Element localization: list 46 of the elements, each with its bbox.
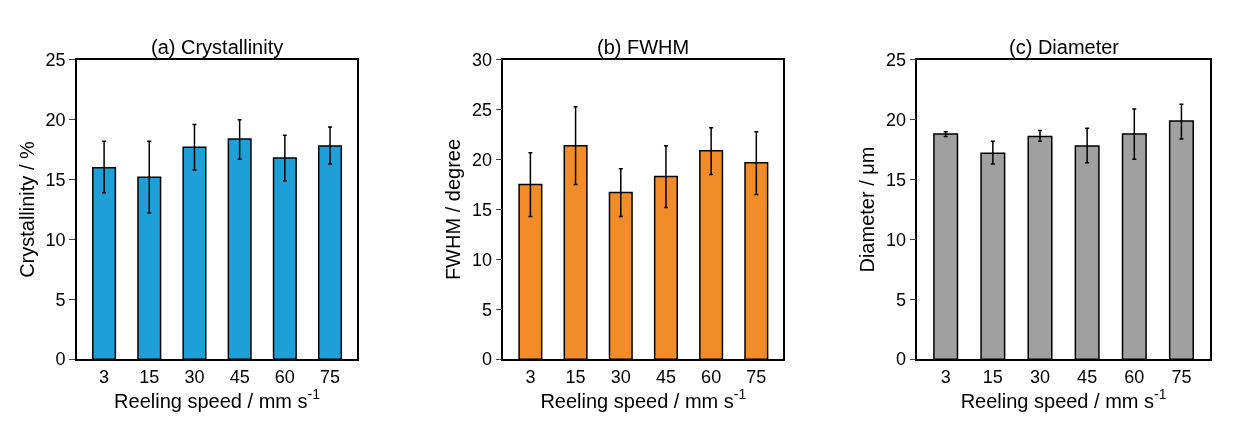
y-tick-label: 20 [45, 110, 66, 131]
y-tick-label: 15 [45, 169, 66, 190]
y-tick-label: 0 [55, 349, 66, 370]
x-axis-title: Reeling speed / mm s$^{-1}$ [540, 386, 747, 412]
y-tick-label: 5 [896, 289, 907, 310]
y-tick-label: 30 [471, 50, 492, 71]
y-tick-label: 20 [471, 149, 492, 170]
y-tick-label: 10 [471, 249, 492, 270]
y-tick-label: 25 [471, 100, 492, 121]
y-tick-label: 25 [45, 50, 66, 71]
chart-title: (a) Crystallinity [151, 36, 284, 58]
x-tick-label: 75 [1171, 366, 1192, 387]
x-tick-label: 45 [229, 366, 250, 387]
x-tick-label: 30 [1029, 366, 1051, 387]
y-tick-label: 25 [886, 50, 907, 71]
x-tick-label: 15 [565, 366, 586, 387]
x-tick-label: 15 [982, 366, 1003, 387]
x-tick-label: 15 [139, 366, 160, 387]
x-tick-label: 30 [184, 366, 205, 387]
chart-title: (c) Diameter [1009, 36, 1120, 58]
x-axis-title: Reeling speed / mm s$^{-1}$ [960, 386, 1167, 412]
x-tick-label: 45 [655, 366, 676, 387]
y-tick-label: 20 [886, 110, 907, 131]
x-tick-label: 3 [525, 366, 536, 387]
x-tick-label: 30 [610, 366, 631, 387]
y-tick-label: 10 [886, 229, 907, 250]
y-tick-label: 0 [896, 349, 907, 370]
y-axis-title: Diameter / μm [856, 146, 879, 273]
x-tick-label: 3 [99, 366, 110, 387]
y-tick-label: 5 [55, 289, 66, 310]
y-tick-label: 15 [471, 199, 492, 220]
x-tick-label: 3 [940, 366, 951, 387]
x-axis-title: Reeling speed / mm s$^{-1}$ [114, 386, 321, 412]
y-axis-title: Crystallinity / % [15, 140, 38, 278]
x-tick-label: 60 [1124, 366, 1145, 387]
x-tick-label: 45 [1077, 366, 1098, 387]
x-tick-label: 60 [701, 366, 722, 387]
y-tick-label: 0 [481, 349, 492, 370]
x-tick-label: 60 [274, 366, 295, 387]
y-tick-label: 10 [45, 229, 66, 250]
x-tick-label: 75 [320, 366, 341, 387]
x-tick-label: 75 [746, 366, 767, 387]
y-tick-label: 15 [886, 169, 907, 190]
y-axis-title: FWHM / degree [441, 138, 464, 281]
y-tick-label: 5 [481, 299, 492, 320]
chart-title: (b) FWHM [597, 36, 690, 58]
